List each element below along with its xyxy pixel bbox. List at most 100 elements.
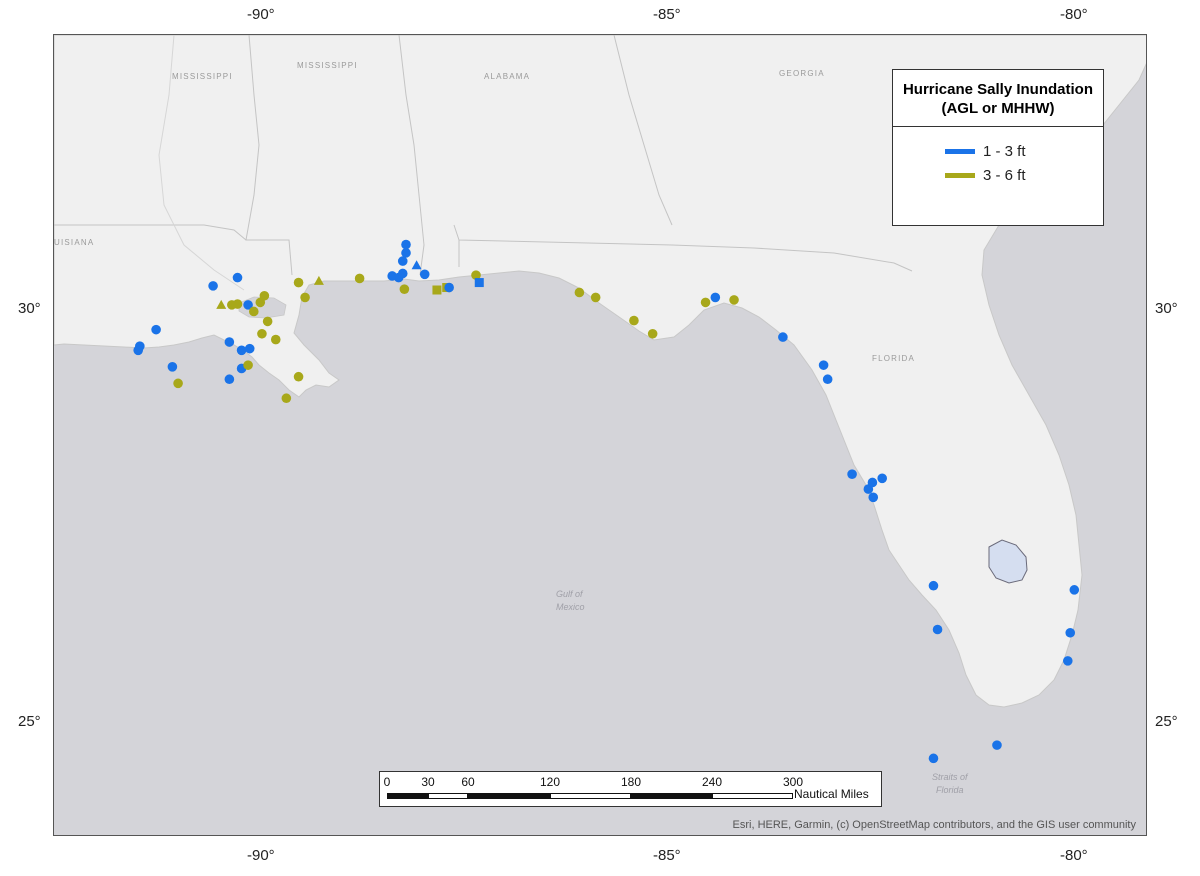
scale-tick-0: 0 (383, 775, 391, 789)
station-marker-49[interactable] (729, 295, 739, 305)
station-marker-41[interactable] (471, 270, 481, 280)
station-marker-3[interactable] (167, 362, 178, 372)
station-marker-56[interactable] (868, 492, 879, 503)
land-mass (54, 35, 1146, 708)
station-marker-16[interactable] (243, 300, 253, 310)
station-marker-6[interactable] (236, 345, 247, 356)
bottom-tick-85: -85° (653, 847, 681, 864)
scale-tick-240: 240 (701, 775, 723, 789)
station-marker-55[interactable] (867, 477, 878, 488)
station-marker-7[interactable] (244, 343, 255, 354)
station-marker-13[interactable] (216, 299, 227, 309)
station-marker-1[interactable] (151, 324, 161, 335)
station-marker-22[interactable] (270, 334, 281, 345)
scale-seg-3 (468, 793, 550, 799)
station-marker-44[interactable] (590, 292, 601, 303)
scale-bar: 0 30 60 120 180 240 300 Nautical Miles (379, 771, 882, 807)
station-marker-32[interactable] (397, 256, 408, 266)
station-marker-27[interactable] (313, 275, 324, 285)
scale-seg-5 (631, 793, 712, 799)
station-marker-42[interactable] (474, 278, 484, 288)
station-marker-36[interactable] (419, 269, 430, 280)
station-marker-33[interactable] (401, 248, 411, 258)
label-louisiana: UISIANA (54, 238, 94, 247)
bottom-tick-90: -90° (247, 847, 275, 864)
station-marker-28[interactable] (354, 273, 365, 284)
station-marker-43[interactable] (574, 287, 585, 298)
station-marker-63[interactable] (928, 753, 939, 764)
station-marker-50[interactable] (778, 332, 788, 342)
station-marker-48[interactable] (710, 292, 721, 303)
label-gulf-line1: Gulf of (556, 589, 584, 599)
station-marker-15[interactable] (232, 299, 243, 309)
scale-seg-1 (387, 793, 428, 799)
station-marker-25[interactable] (300, 292, 310, 303)
station-marker-64[interactable] (992, 740, 1002, 750)
station-marker-10[interactable] (224, 374, 235, 385)
legend-swatch-blue (945, 148, 975, 154)
station-marker-40[interactable] (444, 282, 454, 293)
station-marker-20[interactable] (262, 316, 273, 327)
right-tick-30: 30° (1155, 300, 1178, 317)
station-marker-59[interactable] (932, 624, 943, 635)
right-tick-25: 25° (1155, 713, 1178, 730)
station-marker-23[interactable] (293, 371, 304, 382)
station-marker-35[interactable] (411, 260, 422, 270)
scale-tick-180: 180 (620, 775, 642, 789)
legend-item-3-6ft: 3 - 6 ft (893, 163, 1103, 187)
legend-label-1-3ft: 1 - 3 ft (983, 142, 1026, 160)
station-marker-38[interactable] (432, 285, 442, 295)
map-frame[interactable]: MISSISSIPPI MISSISSIPPI ALABAMA GEORGIA … (53, 34, 1147, 836)
scale-tick-30: 30 (421, 775, 435, 789)
legend-label-3-6ft: 3 - 6 ft (983, 166, 1026, 184)
station-marker-61[interactable] (1065, 627, 1076, 638)
station-marker-26[interactable] (293, 277, 304, 288)
station-marker-45[interactable] (629, 315, 639, 326)
scale-tick-300: 300 (782, 775, 804, 789)
station-marker-34[interactable] (401, 239, 411, 250)
station-marker-60[interactable] (1069, 585, 1080, 595)
station-marker-11[interactable] (208, 281, 218, 291)
station-marker-19[interactable] (259, 290, 270, 301)
station-marker-53[interactable] (847, 469, 857, 480)
station-marker-47[interactable] (700, 297, 711, 308)
river (158, 35, 245, 291)
scale-seg-2 (428, 793, 468, 799)
legend: Hurricane Sally Inundation (AGL or MHHW)… (892, 69, 1104, 226)
label-mississippi-2: MISSISSIPPI (297, 61, 358, 70)
station-marker-46[interactable] (647, 328, 658, 339)
station-marker-37[interactable] (399, 284, 410, 294)
top-tick-85: -85° (653, 6, 681, 23)
station-marker-62[interactable] (1062, 656, 1073, 666)
station-marker-24[interactable] (281, 393, 292, 404)
state-borders (54, 35, 913, 276)
top-tick-90: -90° (247, 6, 275, 23)
scale-tick-60: 60 (461, 775, 475, 789)
scale-tick-120: 120 (539, 775, 561, 789)
station-marker-21[interactable] (257, 328, 267, 339)
station-marker-58[interactable] (928, 580, 939, 591)
station-marker-2[interactable] (133, 345, 144, 356)
station-marker-31[interactable] (397, 268, 408, 279)
legend-item-1-3ft: 1 - 3 ft (893, 139, 1103, 163)
legend-swatch-olive (945, 172, 975, 178)
scale-seg-4 (550, 793, 631, 799)
station-marker-51[interactable] (818, 360, 829, 370)
bottom-tick-80: -80° (1060, 847, 1088, 864)
label-mississippi-1: MISSISSIPPI (172, 72, 233, 81)
left-tick-25: 25° (18, 713, 41, 730)
label-georgia: GEORGIA (779, 69, 825, 78)
legend-title: Hurricane Sally Inundation (AGL or MHHW) (893, 70, 1103, 127)
station-marker-5[interactable] (224, 337, 235, 347)
scale-unit: Nautical Miles (794, 787, 869, 801)
station-marker-12[interactable] (232, 272, 243, 283)
station-marker-4[interactable] (173, 378, 183, 389)
station-marker-9[interactable] (243, 360, 253, 370)
station-marker-52[interactable] (822, 374, 833, 385)
label-straits-line1: Straits of (932, 772, 969, 782)
basemap[interactable]: MISSISSIPPI MISSISSIPPI ALABAMA GEORGIA … (54, 35, 1147, 836)
station-marker-17[interactable] (248, 306, 259, 317)
label-straits-line2: Florida (936, 785, 964, 795)
lake-okeechobee (988, 539, 1028, 584)
station-marker-57[interactable] (877, 473, 887, 484)
